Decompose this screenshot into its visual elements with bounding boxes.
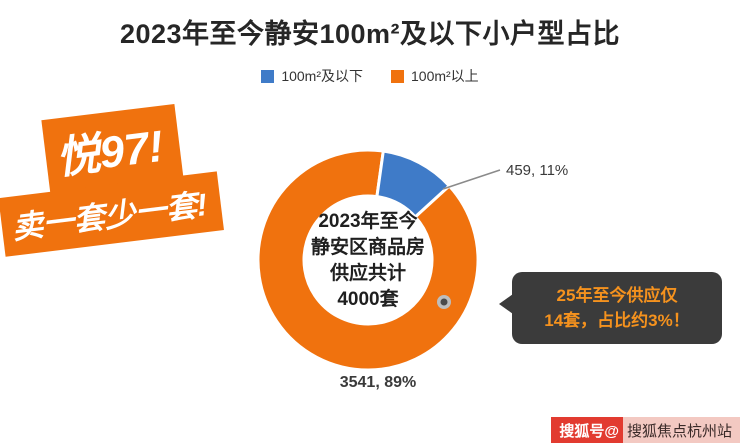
center-text-line-3: 供应共计 [329,263,406,284]
legend-item-under-100: 100m²及以下 [261,66,363,86]
donut-center-text: 2023年至今 静安区商品房 供应共计 4000套 [268,209,468,313]
watermark-badge: 搜狐号@ [551,417,623,443]
data-label-over-100: 3541, 89% [339,374,417,391]
leader-line [442,169,501,190]
center-text-line-2: 静安区商品房 [310,237,425,258]
legend-item-over-100: 100m²以上 [391,66,479,86]
donut-segment-over-100 [256,148,480,372]
legend-label-under-100: 100m²及以下 [281,68,363,84]
watermark: 搜狐号@ 搜狐焦点杭州站 [551,417,740,443]
chart-legend: 100m²及以下 100m²以上 [0,66,740,86]
data-label-under-100: 459, 11% [506,162,569,179]
donut-segment-under-100 [375,149,452,219]
callout-bubble: 25年至今供应仅 14套，占比约3%！ [499,272,722,344]
callout-dot [440,298,448,306]
watermark-name: 搜狐焦点杭州站 [622,417,740,443]
center-text-line-4: 4000套 [337,289,399,310]
callout-line-1: 25年至今供应仅 [556,286,678,305]
chart-title: 2023年至今静安100m²及以下小户型占比 [119,19,621,49]
legend-swatch-blue [261,69,275,83]
legend-swatch-orange [391,69,404,83]
legend-label-over-100: 100m²以上 [411,68,479,84]
center-text-line-1: 2023年至今 [318,211,418,232]
callout-line-2: 14套，占比约3%！ [544,311,690,330]
